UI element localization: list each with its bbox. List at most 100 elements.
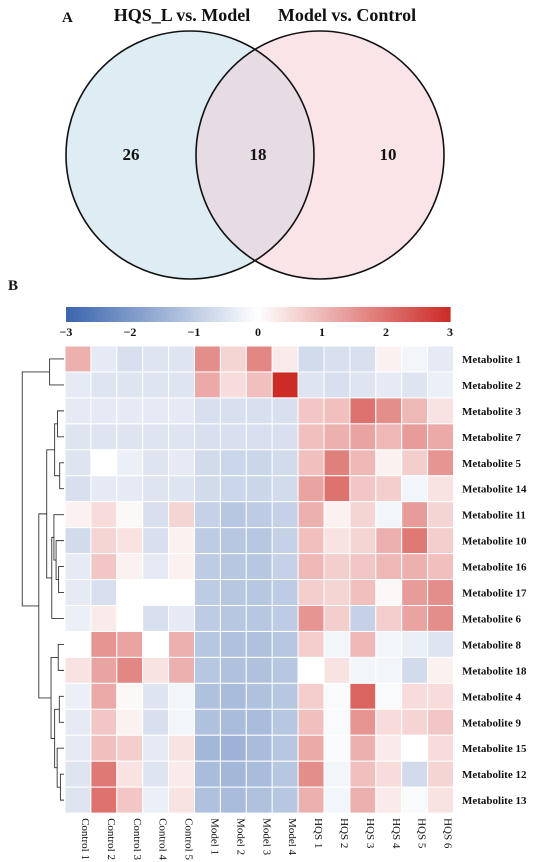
heatmap-cell: [142, 734, 170, 762]
heatmap-cell: [271, 501, 299, 529]
heatmap-cell: [271, 579, 299, 606]
heatmap-cell: [142, 423, 170, 451]
heatmap-cell: [323, 760, 351, 788]
heatmap-cell: [271, 786, 299, 814]
colorbar-segment: [242, 307, 247, 322]
colorbar-segment: [170, 307, 175, 322]
heatmap-cell: [142, 786, 170, 814]
colorbar-segment: [130, 307, 135, 322]
colorbar-segment: [190, 307, 195, 322]
colorbar-segment: [358, 307, 363, 322]
heatmap-cell: [219, 656, 247, 684]
heatmap-cell: [427, 371, 455, 399]
column-label: HQS 2: [338, 818, 350, 848]
heatmap-cell: [375, 449, 403, 477]
heatmap-cell: [142, 449, 170, 477]
heatmap-cell: [375, 345, 403, 373]
heatmap-cell: [245, 579, 273, 606]
colorbar-segment: [298, 307, 303, 322]
heatmap-cell: [401, 371, 429, 399]
heatmap-cell: [375, 371, 403, 399]
venn-overlap-region: [196, 31, 314, 279]
heatmap-cell: [64, 501, 92, 529]
colorbar-segment: [70, 307, 75, 322]
heatmap-cell: [116, 501, 144, 529]
heatmap-cell: [142, 605, 170, 632]
colorbar-segment: [354, 307, 359, 322]
heatmap-cell: [323, 345, 351, 373]
colorbar-segment: [94, 307, 99, 322]
colorbar-segment: [318, 307, 323, 322]
heatmap-cell: [142, 708, 170, 736]
heatmap-cell: [64, 630, 92, 658]
dendrogram-branch: [46, 449, 55, 579]
colorbar-segment: [262, 307, 267, 322]
colorbar-segment: [278, 307, 283, 322]
heatmap-cell: [245, 501, 273, 529]
row-label: Metabolite 12: [462, 769, 527, 781]
heatmap-cell: [401, 734, 429, 762]
heatmap-cell: [245, 553, 273, 581]
heatmap-cell: [116, 423, 144, 451]
heatmap-cell: [168, 760, 196, 788]
heatmap-cell: [194, 786, 221, 814]
dendrogram-branch: [38, 513, 52, 699]
colorbar-segment: [214, 307, 219, 322]
colorbar-segment: [382, 307, 387, 322]
heatmap-cell: [90, 786, 118, 814]
heatmap-cell: [349, 501, 377, 529]
heatmap-cell: [271, 449, 299, 477]
colorbar-segment: [334, 307, 339, 322]
heatmap-cell: [375, 397, 403, 425]
heatmap-cell: [349, 449, 377, 477]
heatmap-cell: [271, 734, 299, 762]
heatmap-cell: [142, 760, 170, 788]
heatmap-cell: [401, 527, 429, 555]
heatmap-cell: [375, 708, 403, 736]
colorbar-segment: [342, 307, 347, 322]
colorbar-segment: [86, 307, 91, 322]
heatmap-cell: [375, 553, 403, 581]
heatmap-cell: [323, 605, 351, 632]
heatmap-cell: [90, 527, 118, 555]
heatmap-cell: [194, 579, 221, 606]
heatmap-cell: [219, 605, 247, 632]
row-label: Metabolite 11: [462, 510, 526, 522]
colorbar-segment: [306, 307, 311, 322]
heatmap-cell: [245, 760, 273, 788]
heatmap-cell: [427, 345, 455, 373]
heatmap-cell: [194, 760, 221, 788]
heatmap-cell: [375, 605, 403, 632]
heatmap-cell: [297, 527, 325, 555]
heatmap-cell: [375, 760, 403, 788]
heatmap-cell: [427, 656, 455, 684]
venn-left-only-count: 26: [123, 145, 140, 164]
heatmap-cell: [323, 656, 351, 684]
colorbar-segment: [386, 307, 391, 322]
dendrogram-branch: [55, 540, 64, 580]
heatmap-cell: [90, 423, 118, 451]
heatmap-cell: [245, 527, 273, 555]
heatmap-cell: [323, 734, 351, 762]
colorbar-tick-label: 0: [255, 325, 261, 339]
heatmap-cell: [194, 397, 221, 425]
heatmap-cell: [90, 475, 118, 503]
colorbar-segment: [158, 307, 163, 322]
heatmap-cell: [64, 760, 92, 788]
heatmap-cell: [375, 475, 403, 503]
colorbar-segment: [270, 307, 275, 322]
colorbar-segment: [134, 307, 139, 322]
heatmap-cell: [90, 708, 118, 736]
heatmap-cell: [349, 708, 377, 736]
row-label: Metabolite 9: [462, 717, 521, 729]
heatmap-cell: [90, 553, 118, 581]
heatmap-cell: [90, 449, 118, 477]
heatmap-cell: [349, 579, 377, 606]
colorbar-segment: [154, 307, 159, 322]
heatmap-cell: [245, 397, 273, 425]
heatmap-cell: [219, 449, 247, 477]
heatmap-cell: [323, 449, 351, 477]
venn-right-only-count: 10: [380, 145, 397, 164]
